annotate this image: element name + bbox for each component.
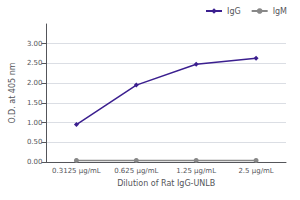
- svg-text:1.50: 1.50: [27, 99, 43, 107]
- svg-text:2.5 μg/mL: 2.5 μg/mL: [238, 167, 273, 175]
- svg-text:1.25 μg/mL: 1.25 μg/mL: [176, 167, 216, 175]
- svg-text:1.00: 1.00: [27, 119, 43, 127]
- svg-text:O.D. at 405 nm: O.D. at 405 nm: [8, 62, 17, 123]
- svg-text:2.00: 2.00: [27, 79, 43, 87]
- svg-text:0.625 μg/mL: 0.625 μg/mL: [114, 167, 158, 175]
- svg-text:0.3125 μg/mL: 0.3125 μg/mL: [52, 167, 101, 175]
- svg-text:0.50: 0.50: [27, 138, 43, 146]
- svg-text:Dilution of Rat IgG-UNLB: Dilution of Rat IgG-UNLB: [117, 179, 215, 188]
- svg-text:0.00: 0.00: [27, 158, 43, 166]
- svg-text:IgG: IgG: [227, 7, 241, 16]
- svg-text:3.00: 3.00: [27, 40, 43, 48]
- svg-text:IgM: IgM: [273, 7, 287, 16]
- svg-text:2.50: 2.50: [27, 59, 43, 67]
